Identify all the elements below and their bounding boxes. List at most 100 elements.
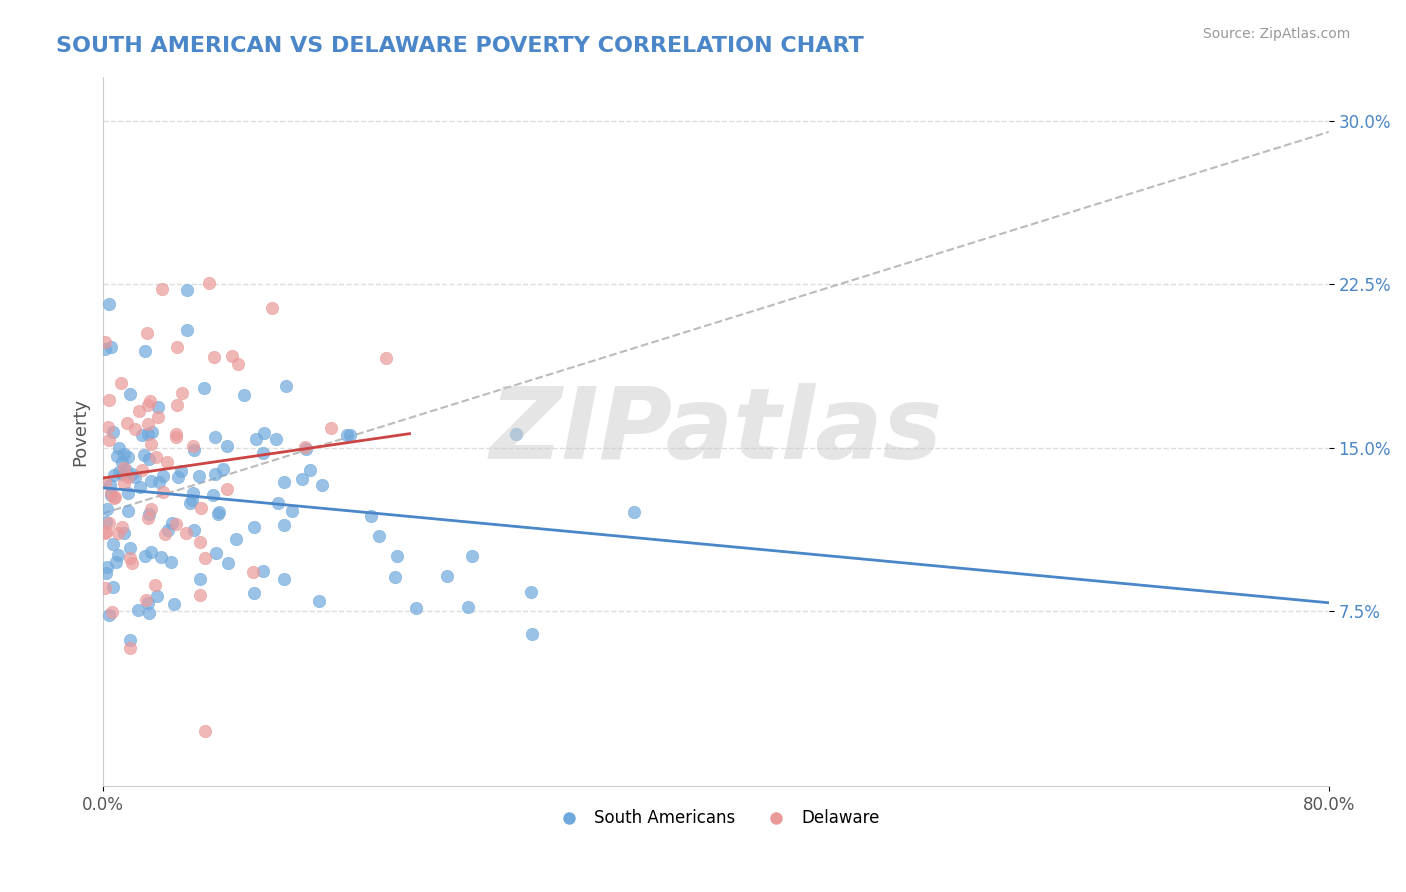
- South Americans: [93, 343, 115, 357]
- South Americans: [162, 516, 184, 530]
- South Americans: [97, 297, 120, 311]
- Text: SOUTH AMERICAN VS DELAWARE POVERTY CORRELATION CHART: SOUTH AMERICAN VS DELAWARE POVERTY CORRE…: [56, 36, 865, 55]
- Delaware: [174, 525, 197, 540]
- South Americans: [183, 523, 205, 537]
- South Americans: [233, 387, 256, 401]
- South Americans: [115, 463, 138, 477]
- South Americans: [179, 496, 201, 510]
- Delaware: [120, 640, 142, 655]
- Delaware: [136, 398, 159, 412]
- South Americans: [101, 425, 124, 440]
- South Americans: [134, 343, 156, 358]
- Delaware: [101, 605, 124, 619]
- South Americans: [204, 546, 226, 560]
- South Americans: [242, 586, 264, 600]
- South Americans: [103, 468, 125, 483]
- South Americans: [101, 580, 124, 594]
- South Americans: [96, 566, 118, 581]
- South Americans: [152, 469, 174, 483]
- South Americans: [299, 463, 322, 477]
- South Americans: [141, 425, 163, 440]
- Delaware: [128, 404, 150, 418]
- Delaware: [135, 593, 157, 607]
- South Americans: [176, 283, 198, 297]
- South Americans: [97, 607, 120, 622]
- South Americans: [94, 515, 117, 529]
- Delaware: [98, 433, 121, 447]
- Text: ZIPatlas: ZIPatlas: [489, 383, 942, 480]
- South Americans: [217, 556, 239, 570]
- Text: Source: ZipAtlas.com: Source: ZipAtlas.com: [1202, 27, 1350, 41]
- Delaware: [107, 526, 129, 541]
- Delaware: [94, 335, 117, 350]
- Delaware: [98, 392, 121, 407]
- Delaware: [112, 476, 135, 491]
- South Americans: [149, 550, 172, 565]
- Delaware: [242, 566, 264, 580]
- South Americans: [273, 572, 295, 586]
- South Americans: [112, 447, 135, 461]
- South Americans: [623, 505, 645, 519]
- South Americans: [207, 508, 229, 522]
- South Americans: [368, 529, 391, 543]
- South Americans: [208, 505, 231, 519]
- South Americans: [120, 632, 142, 647]
- South Americans: [138, 507, 160, 521]
- South Americans: [121, 467, 143, 481]
- South Americans: [136, 596, 159, 610]
- South Americans: [294, 442, 316, 456]
- South Americans: [141, 474, 163, 488]
- Delaware: [103, 491, 125, 506]
- Delaware: [165, 426, 187, 441]
- Delaware: [156, 455, 179, 469]
- Delaware: [111, 520, 134, 534]
- South Americans: [156, 523, 179, 537]
- Delaware: [374, 351, 396, 366]
- South Americans: [117, 450, 139, 465]
- South Americans: [107, 465, 129, 479]
- South Americans: [101, 537, 124, 551]
- South Americans: [461, 549, 484, 563]
- South Americans: [100, 477, 122, 491]
- Delaware: [294, 441, 316, 455]
- Delaware: [145, 450, 167, 465]
- Delaware: [260, 301, 283, 315]
- Delaware: [190, 588, 212, 602]
- Delaware: [194, 724, 217, 739]
- Delaware: [97, 516, 120, 530]
- South Americans: [104, 555, 127, 569]
- South Americans: [112, 526, 135, 541]
- South Americans: [211, 461, 233, 475]
- South Americans: [170, 464, 193, 478]
- Delaware: [112, 461, 135, 475]
- South Americans: [105, 449, 128, 463]
- South Americans: [117, 486, 139, 500]
- Delaware: [152, 485, 174, 500]
- South Americans: [128, 479, 150, 493]
- South Americans: [146, 400, 169, 414]
- Delaware: [100, 486, 122, 500]
- South Americans: [120, 541, 142, 555]
- Delaware: [165, 430, 187, 444]
- South Americans: [245, 433, 267, 447]
- South Americans: [252, 446, 274, 460]
- Delaware: [146, 409, 169, 424]
- South Americans: [131, 427, 153, 442]
- South Americans: [141, 545, 163, 559]
- South Americans: [405, 600, 427, 615]
- Delaware: [136, 326, 159, 341]
- South Americans: [134, 549, 156, 563]
- Delaware: [115, 416, 138, 430]
- South Americans: [202, 488, 225, 502]
- South Americans: [280, 503, 302, 517]
- Y-axis label: Poverty: Poverty: [72, 398, 89, 466]
- South Americans: [127, 602, 149, 616]
- South Americans: [273, 475, 295, 489]
- South Americans: [264, 432, 287, 446]
- Delaware: [93, 475, 115, 490]
- Delaware: [198, 276, 221, 290]
- South Americans: [148, 475, 170, 490]
- South Americans: [96, 501, 118, 516]
- South Americans: [291, 472, 314, 486]
- Delaware: [138, 394, 160, 409]
